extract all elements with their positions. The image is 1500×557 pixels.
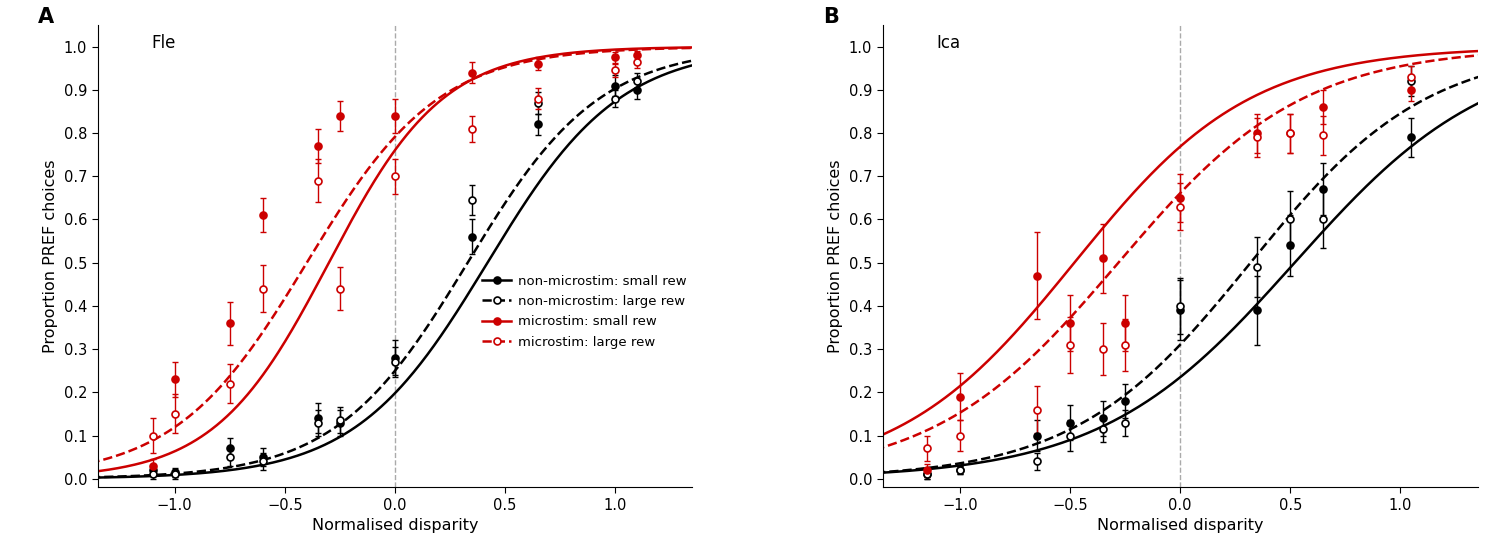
microstim: large rew: (-0.6, 0.44): large rew: (-0.6, 0.44) xyxy=(254,285,272,292)
microstim: large rew: (-1, 0.15): large rew: (-1, 0.15) xyxy=(165,411,183,417)
Text: B: B xyxy=(824,7,839,27)
microstim: large rew: (0.35, 0.81): large rew: (0.35, 0.81) xyxy=(464,125,482,132)
microstim: large rew: (-1.1, 0.1): large rew: (-1.1, 0.1) xyxy=(144,432,162,439)
microstim: small rew: (-0.35, 0.77): small rew: (-0.35, 0.77) xyxy=(309,143,327,149)
Line: microstim: large rew: microstim: large rew xyxy=(148,58,640,439)
non-microstim: large rew: (1.1, 0.92): large rew: (1.1, 0.92) xyxy=(628,78,646,85)
non-microstim: large rew: (0.35, 0.645): large rew: (0.35, 0.645) xyxy=(464,197,482,203)
Y-axis label: Proportion PREF choices: Proportion PREF choices xyxy=(44,159,58,353)
non-microstim: small rew: (-0.35, 0.14): small rew: (-0.35, 0.14) xyxy=(309,415,327,422)
non-microstim: small rew: (0.65, 0.82): small rew: (0.65, 0.82) xyxy=(530,121,548,128)
non-microstim: small rew: (-0.25, 0.13): small rew: (-0.25, 0.13) xyxy=(332,419,350,426)
microstim: small rew: (0.65, 0.96): small rew: (0.65, 0.96) xyxy=(530,61,548,67)
microstim: small rew: (0.35, 0.94): small rew: (0.35, 0.94) xyxy=(464,69,482,76)
Y-axis label: Proportion PREF choices: Proportion PREF choices xyxy=(828,159,843,353)
Line: non-microstim: large rew: non-microstim: large rew xyxy=(148,78,640,478)
non-microstim: large rew: (-0.75, 0.05): large rew: (-0.75, 0.05) xyxy=(220,454,238,461)
non-microstim: small rew: (1, 0.91): small rew: (1, 0.91) xyxy=(606,82,624,89)
non-microstim: large rew: (-0.25, 0.135): large rew: (-0.25, 0.135) xyxy=(332,417,350,424)
non-microstim: small rew: (1.1, 0.9): small rew: (1.1, 0.9) xyxy=(628,86,646,93)
Line: microstim: small rew: microstim: small rew xyxy=(148,52,640,469)
Legend: non-microstim: small rew, non-microstim: large rew, microstim: small rew, micros: non-microstim: small rew, non-microstim:… xyxy=(477,270,692,354)
Text: Ica: Ica xyxy=(936,35,960,52)
non-microstim: small rew: (-1, 0.015): small rew: (-1, 0.015) xyxy=(165,469,183,476)
non-microstim: small rew: (-0.6, 0.05): small rew: (-0.6, 0.05) xyxy=(254,454,272,461)
non-microstim: large rew: (-0.6, 0.04): large rew: (-0.6, 0.04) xyxy=(254,458,272,465)
non-microstim: small rew: (0, 0.28): small rew: (0, 0.28) xyxy=(386,354,404,361)
non-microstim: small rew: (0.35, 0.56): small rew: (0.35, 0.56) xyxy=(464,233,482,240)
microstim: large rew: (-0.35, 0.69): large rew: (-0.35, 0.69) xyxy=(309,177,327,184)
non-microstim: large rew: (-0.35, 0.13): large rew: (-0.35, 0.13) xyxy=(309,419,327,426)
microstim: small rew: (1.1, 0.98): small rew: (1.1, 0.98) xyxy=(628,52,646,58)
microstim: large rew: (-0.75, 0.22): large rew: (-0.75, 0.22) xyxy=(220,380,238,387)
microstim: small rew: (-1, 0.23): small rew: (-1, 0.23) xyxy=(165,376,183,383)
non-microstim: large rew: (0.65, 0.87): large rew: (0.65, 0.87) xyxy=(530,100,548,106)
X-axis label: Normalised disparity: Normalised disparity xyxy=(1096,519,1263,534)
microstim: large rew: (0, 0.7): large rew: (0, 0.7) xyxy=(386,173,404,179)
microstim: large rew: (1.1, 0.965): large rew: (1.1, 0.965) xyxy=(628,58,646,65)
non-microstim: large rew: (0, 0.27): large rew: (0, 0.27) xyxy=(386,359,404,365)
non-microstim: large rew: (-1.1, 0.01): large rew: (-1.1, 0.01) xyxy=(144,471,162,478)
microstim: small rew: (1, 0.975): small rew: (1, 0.975) xyxy=(606,54,624,61)
microstim: small rew: (-0.6, 0.61): small rew: (-0.6, 0.61) xyxy=(254,212,272,218)
X-axis label: Normalised disparity: Normalised disparity xyxy=(312,519,478,534)
microstim: large rew: (-0.25, 0.44): large rew: (-0.25, 0.44) xyxy=(332,285,350,292)
Line: non-microstim: small rew: non-microstim: small rew xyxy=(148,82,640,476)
non-microstim: small rew: (-1.1, 0.02): small rew: (-1.1, 0.02) xyxy=(144,467,162,473)
microstim: small rew: (-0.75, 0.36): small rew: (-0.75, 0.36) xyxy=(220,320,238,326)
non-microstim: large rew: (1, 0.88): large rew: (1, 0.88) xyxy=(606,95,624,102)
microstim: small rew: (0, 0.84): small rew: (0, 0.84) xyxy=(386,113,404,119)
microstim: large rew: (0.65, 0.88): large rew: (0.65, 0.88) xyxy=(530,95,548,102)
microstim: small rew: (-1.1, 0.03): small rew: (-1.1, 0.03) xyxy=(144,462,162,469)
microstim: small rew: (-0.25, 0.84): small rew: (-0.25, 0.84) xyxy=(332,113,350,119)
Text: Fle: Fle xyxy=(152,35,176,52)
microstim: large rew: (1, 0.945): large rew: (1, 0.945) xyxy=(606,67,624,74)
Text: A: A xyxy=(38,7,54,27)
non-microstim: small rew: (-0.75, 0.07): small rew: (-0.75, 0.07) xyxy=(220,445,238,452)
non-microstim: large rew: (-1, 0.01): large rew: (-1, 0.01) xyxy=(165,471,183,478)
